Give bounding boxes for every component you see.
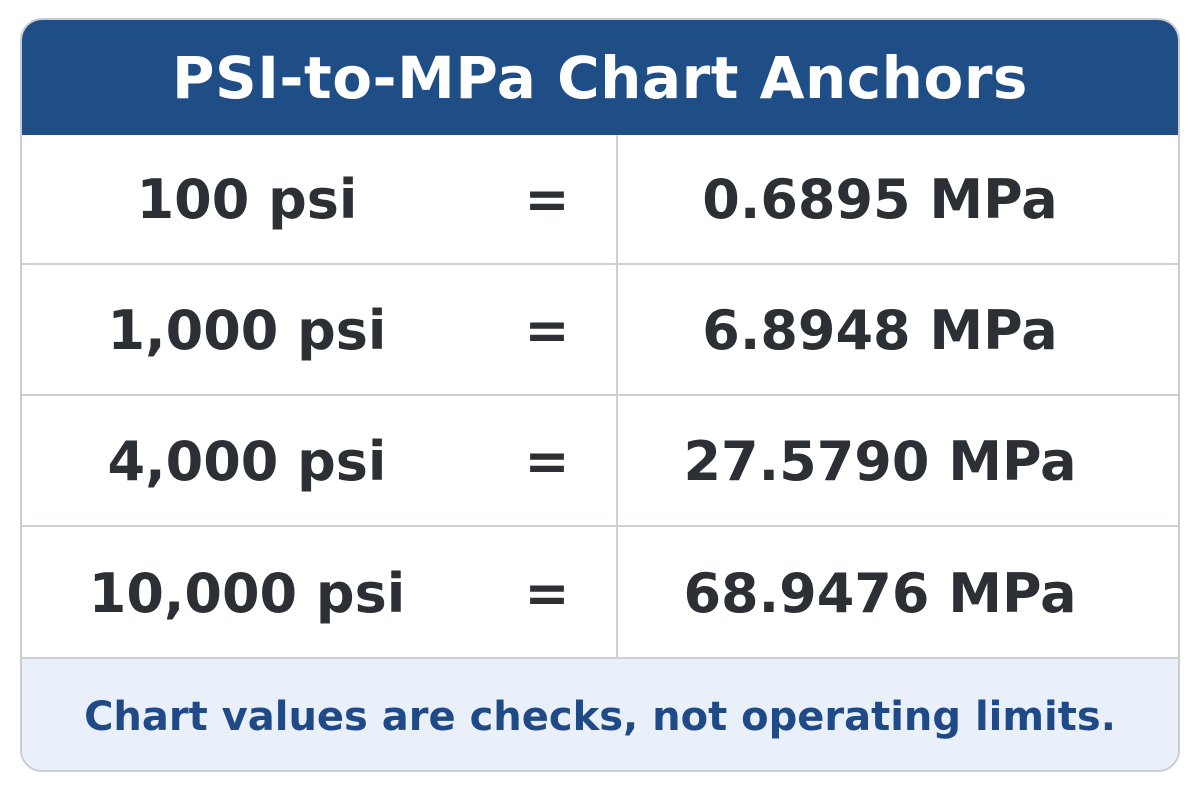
table-row: 1,000 psi = 6.8948 MPa: [22, 266, 1178, 396]
mpa-value: 6.8948 MPa: [702, 298, 1058, 362]
psi-value: 10,000 psi: [88, 561, 406, 625]
table-row: 100 psi = 0.6895 MPa: [22, 135, 1178, 265]
psi-value: 100 psi: [136, 167, 358, 231]
equals-sign: =: [524, 561, 570, 625]
table-row: 10,000 psi = 68.9476 MPa: [22, 528, 1178, 658]
equals-sign: =: [524, 167, 570, 231]
conversion-card: PSI-to-MPa Chart Anchors 100 psi = 0.689…: [20, 18, 1180, 772]
equals-sign: =: [524, 298, 570, 362]
table-row: 4,000 psi = 27.5790 MPa: [22, 397, 1178, 527]
mpa-value: 0.6895 MPa: [702, 167, 1058, 231]
equals-sign: =: [524, 429, 570, 493]
mpa-value: 27.5790 MPa: [683, 429, 1077, 493]
column-divider: [616, 135, 618, 657]
psi-value: 1,000 psi: [107, 298, 387, 362]
footnote: Chart values are checks, not operating l…: [22, 657, 1178, 770]
chart-title: PSI-to-MPa Chart Anchors: [22, 20, 1178, 135]
mpa-value: 68.9476 MPa: [683, 561, 1077, 625]
conversion-table: 100 psi = 0.6895 MPa 1,000 psi = 6.8948 …: [22, 135, 1178, 657]
psi-value: 4,000 psi: [107, 429, 387, 493]
